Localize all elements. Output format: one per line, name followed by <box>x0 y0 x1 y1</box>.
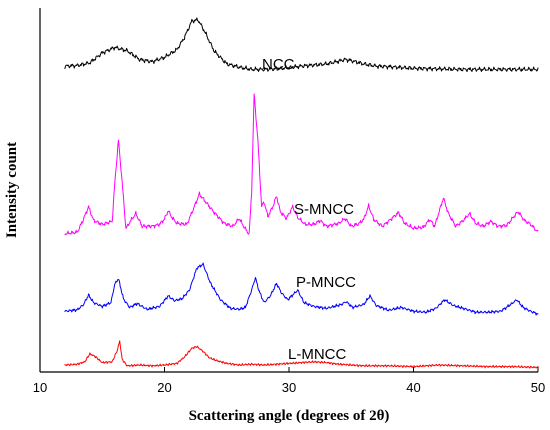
series-line-l-mncc <box>64 340 539 369</box>
series-label-l-mncc: L-MNCC <box>288 346 346 363</box>
x-axis-ticks: 10 20 30 40 50 <box>33 367 545 395</box>
series-layer <box>64 17 539 369</box>
series-label-layer: NCC S-MNCC P-MNCC L-MNCC <box>262 56 356 363</box>
x-tick-label-50: 50 <box>531 380 545 395</box>
y-axis-title: Intensity count <box>4 142 20 238</box>
series-label-s-mncc: S-MNCC <box>294 201 354 218</box>
series-line-p-mncc <box>64 262 539 316</box>
x-tick-label-20: 20 <box>157 380 171 395</box>
series-label-ncc: NCC <box>262 56 295 73</box>
x-tick-label-10: 10 <box>33 380 47 395</box>
x-tick-label-30: 30 <box>282 380 296 395</box>
series-line-ncc <box>64 17 539 73</box>
x-tick-label-40: 40 <box>406 380 420 395</box>
series-line-s-mncc <box>64 93 539 236</box>
x-axis-title: Scattering angle (degrees of 2θ) <box>189 408 390 424</box>
series-label-p-mncc: P-MNCC <box>296 274 356 291</box>
